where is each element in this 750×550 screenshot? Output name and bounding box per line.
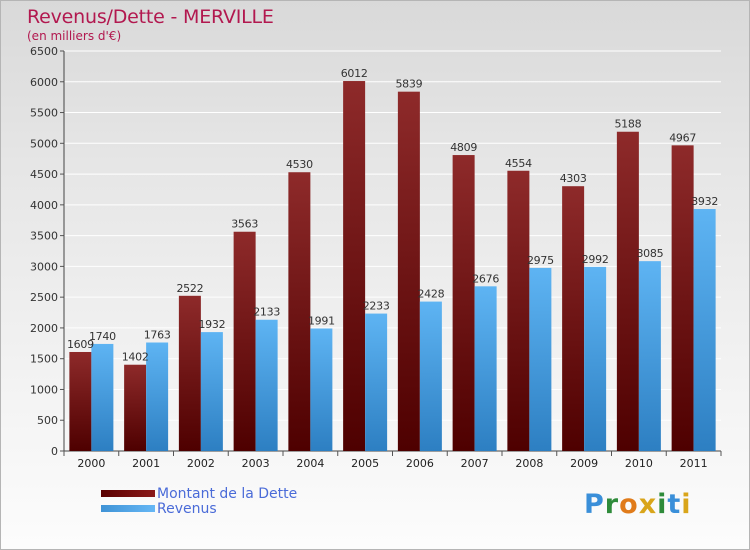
- data-label: 1991: [308, 314, 335, 327]
- y-tick-label: 1500: [30, 353, 58, 366]
- revenue-bar: [693, 209, 716, 451]
- x-tick-label: 2005: [351, 457, 379, 470]
- grid-lines: [64, 50, 721, 452]
- logo-letter: i: [657, 489, 668, 520]
- logo-letter: t: [667, 489, 682, 520]
- chart-subtitle: (en milliers d'€): [27, 29, 122, 43]
- x-tick-label: 2007: [461, 457, 489, 470]
- debt-bar: [124, 364, 147, 451]
- revenue-bar: [584, 266, 607, 451]
- data-label: 2428: [417, 288, 444, 301]
- data-label: 4809: [450, 141, 477, 154]
- logo-letter: P: [584, 489, 605, 520]
- x-tick-label: 2002: [187, 457, 215, 470]
- revenue-bar: [310, 328, 333, 451]
- debt-bar: [178, 295, 201, 451]
- x-tick-label: 2003: [242, 457, 270, 470]
- y-tick-label: 1000: [30, 383, 58, 396]
- axes: 0 500 1000 1500 2000 2500 3000 3500 4000 4500 5000…: [30, 45, 722, 470]
- debt-bar: [507, 170, 530, 451]
- legend-label-revenue: Revenus: [157, 501, 217, 517]
- revenue-bar: [474, 286, 497, 451]
- data-label: 4303: [560, 172, 587, 185]
- data-label: 2676: [472, 272, 499, 285]
- y-tick-label: 2000: [30, 322, 58, 335]
- logo-letter: x: [638, 489, 658, 520]
- data-label: 4967: [669, 131, 696, 144]
- y-tick-label: 3000: [30, 260, 58, 273]
- debt-bar: [616, 131, 639, 451]
- revenue-bar: [146, 342, 169, 451]
- data-label: 2975: [527, 254, 554, 267]
- y-tick-label: 6000: [30, 76, 58, 89]
- data-label: 1402: [122, 351, 149, 364]
- data-label: 1932: [198, 318, 225, 331]
- debt-bar: [343, 81, 366, 452]
- data-label: 6012: [341, 67, 368, 80]
- data-label: 3932: [691, 195, 718, 208]
- x-tick-label: 2001: [132, 457, 160, 470]
- y-tick-label: 5000: [30, 137, 58, 150]
- debt-bar: [452, 155, 475, 452]
- revenue-bar: [638, 261, 661, 451]
- debt-bar: [671, 145, 694, 452]
- bars: [69, 81, 716, 452]
- debt-bar: [562, 186, 585, 451]
- data-label: 1740: [89, 330, 116, 343]
- x-tick-label: 2000: [77, 457, 105, 470]
- y-tick-label: 6500: [30, 45, 58, 58]
- revenue-bar: [419, 301, 442, 451]
- data-label: 1763: [144, 329, 171, 342]
- logo-letter: i: [681, 489, 692, 520]
- data-label: 1609: [67, 338, 94, 351]
- y-tick-label: 4500: [30, 168, 58, 181]
- debt-bar: [69, 351, 92, 451]
- y-tick-label: 2500: [30, 291, 58, 304]
- x-tick-label: 2004: [296, 457, 324, 470]
- data-label: 2992: [582, 253, 609, 266]
- x-tick-label: 2011: [680, 457, 708, 470]
- x-tick-label: 2008: [515, 457, 543, 470]
- data-label: 3085: [636, 247, 663, 260]
- legend-label-debt: Montant de la Dette: [157, 486, 298, 502]
- data-label: 2233: [363, 300, 390, 313]
- y-tick-label: 3500: [30, 230, 58, 243]
- x-tick-label: 2009: [570, 457, 598, 470]
- y-tick-label: 500: [37, 414, 58, 427]
- debt-bar: [288, 172, 311, 451]
- x-tick-label: 2010: [625, 457, 653, 470]
- debt-bar: [397, 91, 420, 451]
- revenue-bar: [200, 332, 223, 451]
- logo-letter: r: [604, 489, 620, 520]
- y-tick-label: 4000: [30, 199, 58, 212]
- data-label: 3563: [231, 218, 258, 231]
- revenue-bar: [529, 267, 552, 451]
- data-label: 4530: [286, 158, 313, 171]
- x-tick-label: 2006: [406, 457, 434, 470]
- data-label: 2522: [176, 282, 203, 295]
- legend-swatch-debt: [101, 490, 155, 497]
- data-label: 4554: [505, 157, 532, 170]
- revenue-bar: [91, 343, 114, 451]
- data-label: 5839: [395, 78, 422, 91]
- legend-swatch-revenue: [101, 505, 155, 512]
- debt-bar: [233, 231, 256, 451]
- proxiti-logo: Proxiti: [584, 489, 692, 520]
- data-label: 2133: [253, 306, 280, 319]
- y-tick-label: 5500: [30, 107, 58, 120]
- chart-title: Revenus/Dette - MERVILLE: [27, 6, 274, 28]
- revenue-bar: [365, 313, 388, 451]
- data-label: 5188: [614, 118, 641, 131]
- logo-letter: o: [619, 489, 639, 520]
- y-tick-label: 0: [51, 445, 58, 458]
- revenue-bar: [255, 319, 278, 451]
